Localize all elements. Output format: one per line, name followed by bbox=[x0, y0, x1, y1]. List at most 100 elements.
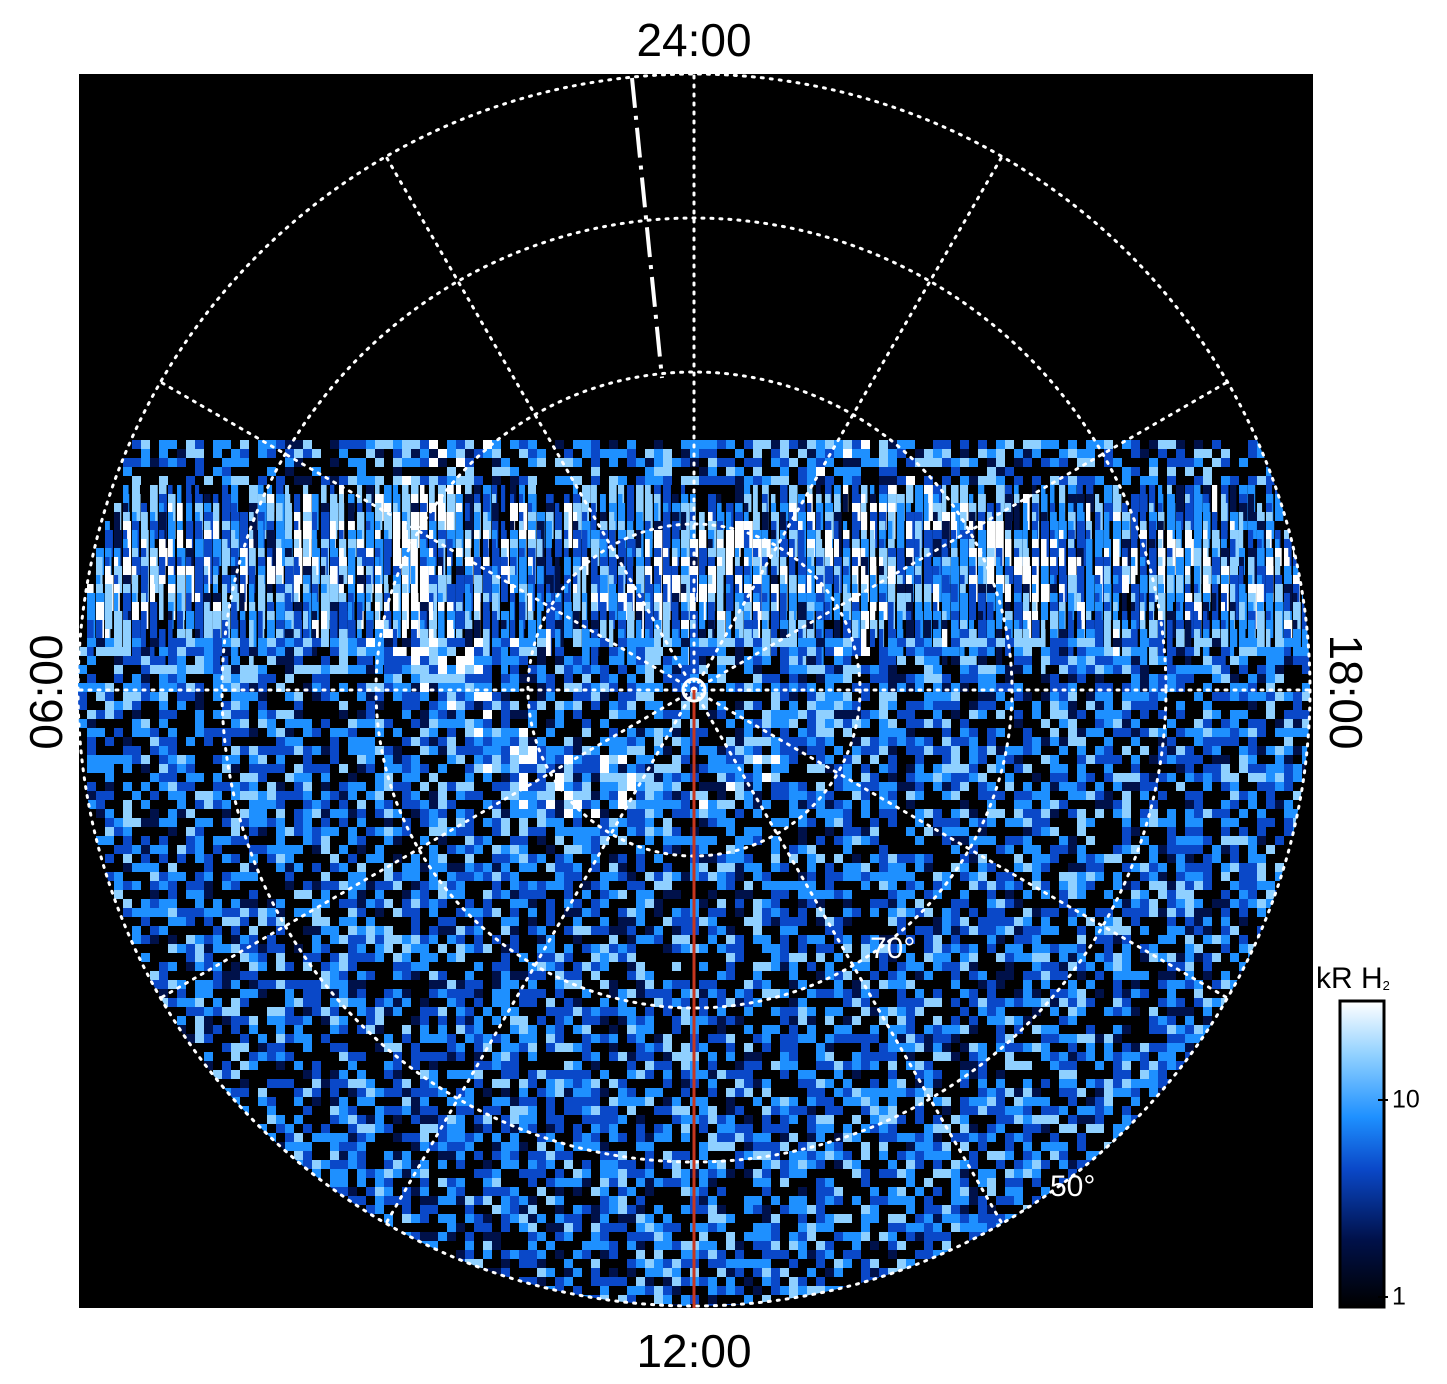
emission-pixel bbox=[645, 818, 654, 827]
emission-pixel bbox=[177, 458, 186, 467]
emission-pixel bbox=[186, 755, 195, 764]
emission-pixel bbox=[357, 863, 366, 872]
emission-pixel bbox=[1104, 800, 1113, 809]
emission-pixel bbox=[1140, 872, 1149, 881]
emission-pixel bbox=[564, 458, 573, 467]
emission-pixel bbox=[789, 458, 798, 467]
emission-pixel bbox=[969, 746, 978, 755]
emission-pixel bbox=[699, 782, 708, 791]
emission-pixel bbox=[1158, 692, 1167, 701]
emission-pixel bbox=[1275, 773, 1284, 782]
emission-pixel bbox=[861, 440, 870, 449]
emission-pixel bbox=[249, 728, 258, 737]
emission-pixel bbox=[186, 737, 195, 746]
emission-pixel bbox=[969, 881, 978, 890]
emission-pixel bbox=[951, 683, 960, 692]
emission-pixel bbox=[1167, 503, 1176, 530]
emission-pixel bbox=[1131, 728, 1140, 737]
emission-pixel bbox=[240, 449, 249, 458]
emission-pixel bbox=[1095, 791, 1104, 800]
emission-pixel bbox=[780, 647, 789, 656]
emission-pixel bbox=[888, 764, 897, 773]
emission-pixel bbox=[672, 458, 681, 467]
emission-pixel bbox=[87, 791, 96, 800]
emission-pixel bbox=[528, 449, 537, 458]
emission-pixel bbox=[636, 908, 645, 917]
emission-pixel bbox=[276, 827, 285, 836]
emission-pixel bbox=[1257, 629, 1262, 647]
emission-pixel bbox=[483, 764, 492, 773]
emission-pixel bbox=[1014, 665, 1023, 674]
emission-pixel bbox=[834, 440, 843, 449]
emission-pixel bbox=[483, 494, 490, 512]
emission-pixel bbox=[1068, 890, 1077, 899]
emission-pixel bbox=[852, 467, 861, 476]
emission-pixel bbox=[636, 755, 645, 764]
emission-pixel bbox=[1203, 476, 1212, 485]
emission-pixel bbox=[969, 701, 978, 710]
emission-pixel bbox=[807, 872, 816, 881]
emission-pixel bbox=[843, 458, 852, 467]
emission-pixel bbox=[636, 665, 645, 674]
emission-pixel bbox=[1050, 656, 1059, 665]
emission-pixel bbox=[915, 881, 924, 890]
emission-pixel bbox=[564, 782, 573, 791]
emission-pixel bbox=[546, 755, 555, 764]
emission-pixel bbox=[294, 665, 303, 674]
emission-pixel bbox=[1122, 791, 1131, 800]
emission-pixel bbox=[897, 593, 906, 620]
emission-pixel bbox=[816, 665, 825, 674]
emission-pixel bbox=[1122, 701, 1131, 710]
emission-pixel bbox=[132, 656, 141, 665]
emission-pixel bbox=[357, 638, 366, 647]
emission-pixel bbox=[1068, 674, 1077, 683]
emission-pixel bbox=[609, 755, 618, 764]
emission-pixel bbox=[87, 683, 96, 692]
emission-pixel bbox=[240, 647, 249, 656]
emission-pixel bbox=[996, 476, 1005, 485]
emission-pixel bbox=[591, 800, 600, 809]
emission-pixel bbox=[870, 854, 879, 863]
emission-pixel bbox=[708, 638, 717, 647]
emission-pixel bbox=[1302, 746, 1310, 755]
emission-pixel bbox=[654, 503, 659, 521]
emission-pixel bbox=[1095, 674, 1104, 683]
emission-pixel bbox=[1203, 656, 1212, 665]
emission-pixel bbox=[1032, 809, 1041, 818]
emission-pixel bbox=[1050, 782, 1059, 791]
emission-pixel bbox=[771, 701, 780, 710]
emission-pixel bbox=[1032, 710, 1041, 719]
emission-pixel bbox=[573, 899, 582, 908]
emission-pixel bbox=[258, 908, 267, 917]
emission-pixel bbox=[1077, 710, 1086, 719]
emission-pixel bbox=[366, 827, 375, 836]
emission-pixel bbox=[573, 710, 582, 719]
emission-pixel bbox=[510, 737, 519, 746]
emission-pixel bbox=[681, 476, 690, 485]
emission-pixel bbox=[1005, 584, 1011, 602]
emission-pixel bbox=[978, 872, 987, 881]
emission-pixel bbox=[744, 656, 753, 665]
emission-pixel bbox=[1041, 440, 1050, 449]
emission-pixel bbox=[546, 908, 555, 917]
emission-pixel bbox=[321, 719, 330, 728]
emission-pixel bbox=[861, 746, 870, 755]
emission-pixel bbox=[906, 701, 915, 710]
emission-pixel bbox=[492, 755, 501, 764]
emission-pixel bbox=[1068, 449, 1077, 458]
emission-pixel bbox=[555, 809, 564, 818]
emission-pixel bbox=[1014, 854, 1023, 863]
emission-pixel bbox=[258, 683, 267, 692]
emission-pixel bbox=[942, 458, 951, 467]
emission-pixel bbox=[429, 737, 438, 746]
emission-pixel bbox=[816, 449, 825, 458]
emission-pixel bbox=[1185, 845, 1194, 854]
emission-pixel bbox=[321, 845, 330, 854]
emission-pixel bbox=[429, 719, 438, 728]
emission-pixel bbox=[1158, 773, 1167, 782]
emission-pixel bbox=[618, 746, 627, 755]
emission-pixel bbox=[276, 809, 285, 818]
emission-pixel bbox=[1005, 782, 1014, 791]
emission-pixel bbox=[1131, 881, 1140, 890]
emission-pixel bbox=[888, 773, 897, 782]
